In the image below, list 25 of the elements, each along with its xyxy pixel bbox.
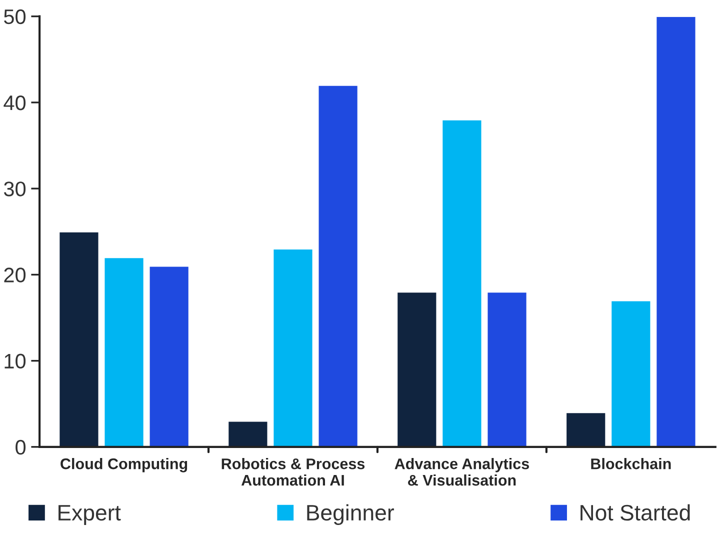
legend-label: Expert — [58, 505, 121, 525]
bar — [272, 248, 314, 447]
bar — [610, 300, 652, 447]
legend-label: Not Started — [580, 504, 690, 521]
bar — [655, 16, 697, 447]
y-tick-label: 20 — [4, 268, 26, 282]
bar — [317, 84, 359, 447]
bar — [441, 118, 483, 447]
y-tick-label: 40 — [4, 95, 26, 110]
bar — [58, 230, 100, 447]
bar — [396, 291, 438, 447]
y-tick-label: 10 — [4, 354, 26, 369]
legend-label: Beginner — [307, 504, 394, 525]
y-tick-label: 0 — [16, 440, 26, 455]
x-tick-label: Robotics & Process Automation AI — [222, 458, 365, 486]
y-tick-label: 30 — [4, 182, 26, 196]
bar — [103, 256, 145, 447]
bar — [565, 412, 607, 447]
bar — [148, 265, 190, 447]
x-tick-label: Blockchain — [591, 458, 671, 470]
x-tick-label: Cloud Computing — [60, 458, 188, 472]
bar — [486, 291, 528, 447]
x-tick-label: Advance Analytics & Visualisation — [394, 458, 529, 486]
bar — [227, 420, 269, 447]
y-tick-label: 50 — [4, 9, 26, 24]
